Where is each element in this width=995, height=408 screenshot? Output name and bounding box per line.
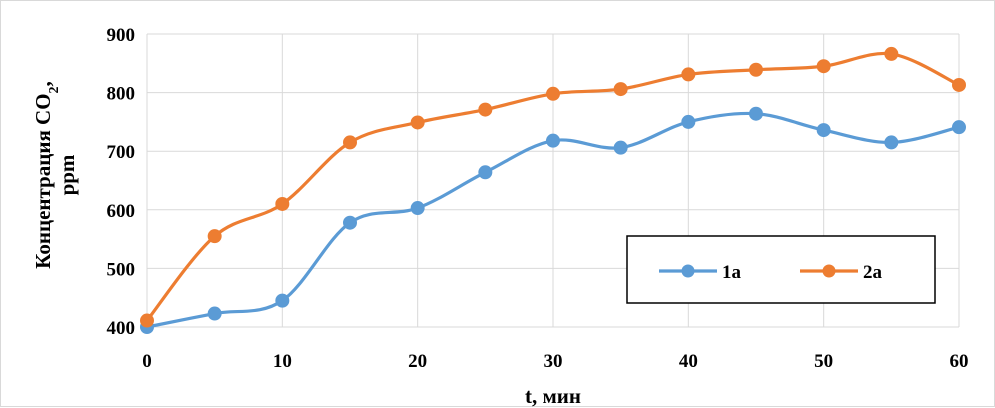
- x-tick-label: 30: [544, 351, 563, 372]
- data-point-1a: [613, 140, 628, 155]
- data-point-1a: [681, 114, 696, 129]
- data-point-2a: [884, 46, 899, 61]
- data-point-1a: [410, 201, 425, 216]
- y-tick-label: 900: [107, 25, 136, 46]
- legend-label-2a: 2a: [863, 262, 883, 283]
- y-axis-title-text: Концентрация CO: [31, 93, 55, 268]
- x-tick-labels: 0 10 20 30 40 50 60: [142, 351, 968, 372]
- data-point-1a: [749, 106, 763, 121]
- legend-marker-2a: [822, 264, 836, 278]
- y-tick-labels: 400 500 600 700 800 900: [107, 25, 136, 339]
- legend: 1a 2a: [626, 235, 936, 304]
- data-point-2a: [816, 59, 831, 74]
- x-tick-label: 60: [950, 351, 969, 372]
- data-point-1a: [478, 165, 493, 180]
- data-point-2a: [478, 102, 493, 117]
- data-point-2a: [275, 196, 290, 211]
- y-axis-title-subscript: 2: [47, 86, 62, 93]
- x-tick-label: 40: [679, 351, 698, 372]
- data-point-1a: [546, 133, 560, 148]
- y-axis-title: Концентрация CO2, ppm: [31, 81, 79, 269]
- x-tick-label: 0: [142, 351, 152, 372]
- data-point-2a: [952, 77, 966, 92]
- y-tick-label: 700: [107, 142, 136, 163]
- data-point-1a: [343, 215, 357, 230]
- data-point-2a: [546, 86, 560, 101]
- data-point-2a: [140, 313, 154, 328]
- y-tick-label: 600: [107, 201, 136, 222]
- data-point-2a: [343, 135, 357, 150]
- data-point-2a: [207, 229, 222, 244]
- data-point-2a: [613, 82, 628, 97]
- data-point-1a: [816, 123, 831, 138]
- y-tick-label: 800: [107, 84, 136, 105]
- x-tick-label: 10: [273, 351, 292, 372]
- data-point-2a: [749, 62, 763, 77]
- data-point-2a: [410, 115, 425, 130]
- y-tick-label: 400: [107, 318, 136, 339]
- legend-label-1a: 1a: [722, 262, 742, 283]
- data-point-1a: [884, 135, 899, 150]
- y-axis-title-line2: ppm: [55, 154, 79, 195]
- y-axis-title-line1: Концентрация CO2,: [31, 81, 62, 269]
- data-point-2a: [681, 67, 696, 82]
- data-point-1a: [952, 120, 966, 135]
- x-axis-title: t, мин: [525, 384, 581, 408]
- y-tick-label: 500: [107, 259, 136, 280]
- x-tick-label: 20: [408, 351, 427, 372]
- x-tick-label: 50: [814, 351, 833, 372]
- legend-entries: 1a 2a: [659, 262, 883, 283]
- legend-marker-1a: [681, 264, 695, 278]
- series-markers: [140, 46, 966, 334]
- y-axis-title-comma: ,: [31, 81, 55, 86]
- data-point-1a: [275, 293, 290, 308]
- data-point-1a: [207, 306, 222, 321]
